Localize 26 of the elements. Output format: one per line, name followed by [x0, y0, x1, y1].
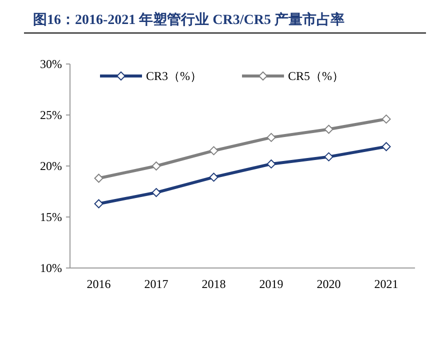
chart-title: 图16：2016-2021 年塑管行业 CR3/CR5 产量市占率: [33, 11, 344, 28]
y-tick-label: 20%: [40, 159, 62, 173]
point: [382, 114, 391, 124]
point: [152, 188, 161, 198]
point: [94, 174, 104, 183]
x-tick-label: 2021: [374, 277, 398, 291]
point: [324, 124, 334, 134]
point: [324, 152, 334, 162]
x-tick-label: 2020: [316, 277, 341, 291]
x-tick-label: 2017: [144, 277, 168, 291]
y-tick-label: 30%: [40, 57, 62, 71]
legend-label: CR5（%）: [288, 69, 344, 83]
x-tick-label: 2016: [86, 277, 111, 291]
x-tick-label: 2018: [202, 277, 226, 291]
point: [209, 146, 218, 156]
point: [266, 132, 276, 142]
legend-label: CR3（%）: [146, 69, 202, 83]
y-tick-label: 15%: [40, 210, 62, 224]
y-tick-label: 10%: [40, 261, 62, 275]
x-tick-label: 2019: [259, 277, 284, 291]
point: [152, 162, 161, 170]
point: [382, 142, 391, 152]
point: [94, 199, 104, 208]
point: [209, 172, 218, 182]
point: [266, 159, 276, 168]
y-tick-label: 25%: [40, 108, 62, 122]
